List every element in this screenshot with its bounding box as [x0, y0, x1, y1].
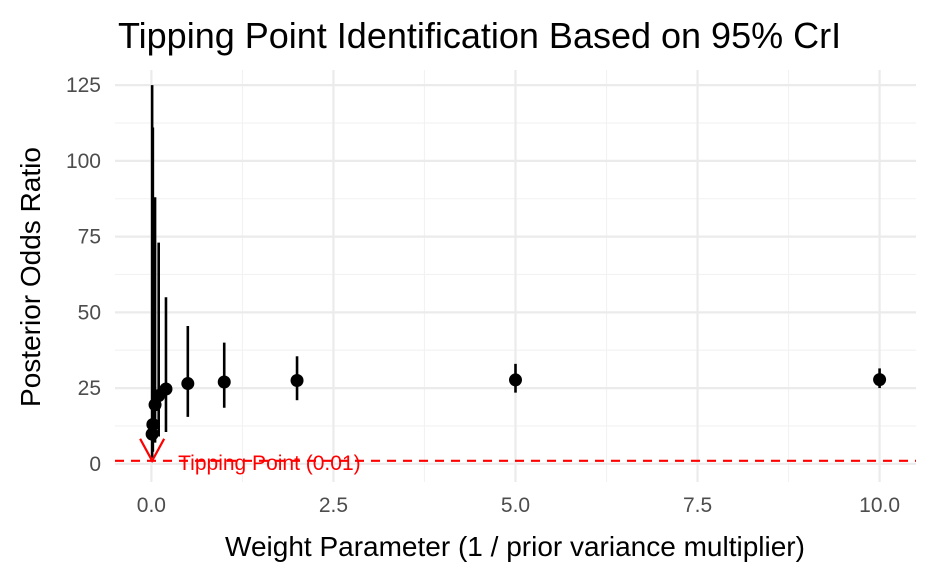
data-point [873, 373, 887, 387]
y-tick-label: 25 [78, 377, 101, 400]
data-points [145, 373, 887, 441]
x-axis-ticks: 0.0 2.5 5.0 7.5 10.0 [137, 494, 900, 517]
x-axis-title: Weight Parameter (1 / prior variance mul… [225, 531, 805, 562]
data-point [290, 374, 304, 388]
x-tick-label: 10.0 [859, 494, 900, 517]
y-axis-title: Posterior Odds Ratio [15, 147, 46, 407]
annotation-group: Tipping Point (0.01) [139, 438, 361, 475]
x-tick-label: 2.5 [319, 494, 348, 517]
y-tick-label: 50 [78, 301, 101, 324]
tipping-point-label: Tipping Point (0.01) [178, 452, 361, 475]
y-axis-ticks: 0 25 50 75 100 125 [66, 74, 101, 476]
y-tick-label: 75 [78, 226, 101, 249]
y-tick-label: 125 [66, 74, 101, 97]
x-tick-label: 0.0 [137, 494, 166, 517]
x-tick-label: 7.5 [683, 494, 712, 517]
x-tick-label: 5.0 [501, 494, 530, 517]
y-tick-label: 100 [66, 150, 101, 173]
data-point [146, 417, 160, 431]
data-point [181, 377, 195, 391]
tipping-point-arrow [139, 438, 166, 464]
grid [115, 70, 916, 482]
y-tick-label: 0 [89, 453, 101, 476]
data-point [509, 373, 522, 387]
data-point [159, 382, 173, 396]
chart-title: Tipping Point Identification Based on 95… [118, 15, 841, 56]
data-point [217, 375, 231, 389]
data-point [145, 427, 159, 441]
